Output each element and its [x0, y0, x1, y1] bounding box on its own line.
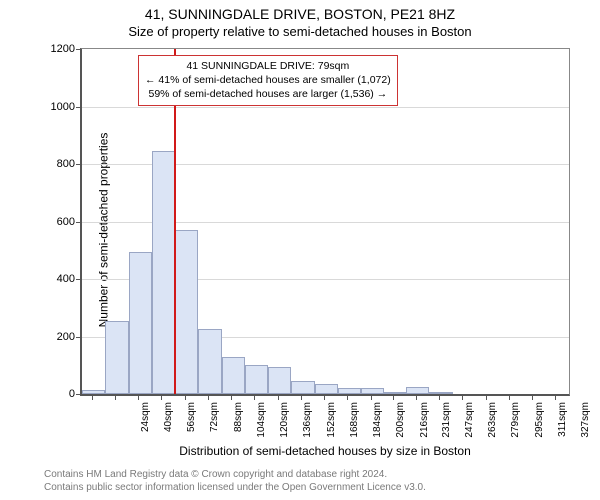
- x-axis-label: Distribution of semi-detached houses by …: [80, 444, 570, 458]
- x-tick-label: 327sqm: [580, 402, 591, 452]
- info-annotation-box: 41 SUNNINGDALE DRIVE: 79sqm ← 41% of sem…: [138, 55, 398, 106]
- histogram-bar: [175, 230, 198, 394]
- footer-line-1: Contains HM Land Registry data © Crown c…: [44, 469, 426, 482]
- x-tick-mark: [439, 396, 440, 400]
- x-tick-mark: [416, 396, 417, 400]
- info-line-3: 59% of semi-detached houses are larger (…: [145, 87, 391, 101]
- y-tick-mark: [76, 279, 80, 280]
- chart-title-line1: 41, SUNNINGDALE DRIVE, BOSTON, PE21 8HZ: [0, 6, 600, 22]
- x-tick-mark: [486, 396, 487, 400]
- x-tick-mark: [371, 396, 372, 400]
- y-tick-label: 400: [35, 273, 75, 285]
- histogram-bar: [291, 381, 314, 394]
- chart-container: 41, SUNNINGDALE DRIVE, BOSTON, PE21 8HZ …: [0, 0, 600, 500]
- histogram-bar: [198, 329, 221, 394]
- x-tick-mark: [301, 396, 302, 400]
- y-tick-label: 600: [35, 216, 75, 228]
- y-tick-label: 0: [35, 388, 75, 400]
- histogram-bar: [429, 392, 452, 394]
- histogram-bar: [383, 392, 406, 394]
- x-tick-mark: [115, 396, 116, 400]
- x-tick-mark: [231, 396, 232, 400]
- histogram-bar: [222, 357, 245, 394]
- x-tick-mark: [462, 396, 463, 400]
- histogram-bar: [105, 321, 128, 394]
- y-tick-mark: [76, 107, 80, 108]
- x-tick-mark: [278, 396, 279, 400]
- x-tick-mark: [254, 396, 255, 400]
- histogram-bar: [361, 388, 384, 394]
- y-tick-mark: [76, 222, 80, 223]
- gridline-h: [82, 107, 569, 108]
- x-tick-mark: [347, 396, 348, 400]
- x-tick-mark: [324, 396, 325, 400]
- y-tick-label: 1000: [35, 101, 75, 113]
- x-tick-mark: [185, 396, 186, 400]
- x-tick-mark: [393, 396, 394, 400]
- info-line-2: ← 41% of semi-detached houses are smalle…: [145, 73, 391, 87]
- x-tick-mark: [92, 396, 93, 400]
- chart-title-line2: Size of property relative to semi-detach…: [0, 24, 600, 39]
- y-tick-mark: [76, 49, 80, 50]
- histogram-bar: [245, 365, 268, 394]
- x-tick-mark: [532, 396, 533, 400]
- x-tick-mark: [555, 396, 556, 400]
- y-tick-mark: [76, 164, 80, 165]
- histogram-bar: [338, 388, 361, 394]
- x-tick-mark: [509, 396, 510, 400]
- y-tick-label: 1200: [35, 43, 75, 55]
- footer-line-2: Contains public sector information licen…: [44, 482, 426, 495]
- x-tick-mark: [208, 396, 209, 400]
- y-tick-mark: [76, 394, 80, 395]
- footer-attribution: Contains HM Land Registry data © Crown c…: [44, 469, 426, 494]
- plot-area: 41 SUNNINGDALE DRIVE: 79sqm ← 41% of sem…: [80, 48, 570, 396]
- histogram-bar: [129, 252, 152, 394]
- y-tick-label: 200: [35, 331, 75, 343]
- histogram-bar: [315, 384, 338, 394]
- info-line-1: 41 SUNNINGDALE DRIVE: 79sqm: [145, 59, 391, 73]
- x-tick-mark: [161, 396, 162, 400]
- histogram-bar: [268, 367, 291, 394]
- y-tick-mark: [76, 337, 80, 338]
- histogram-bar: [152, 151, 175, 394]
- histogram-bar: [406, 387, 429, 394]
- histogram-bar: [82, 390, 105, 394]
- y-tick-label: 800: [35, 158, 75, 170]
- x-tick-mark: [138, 396, 139, 400]
